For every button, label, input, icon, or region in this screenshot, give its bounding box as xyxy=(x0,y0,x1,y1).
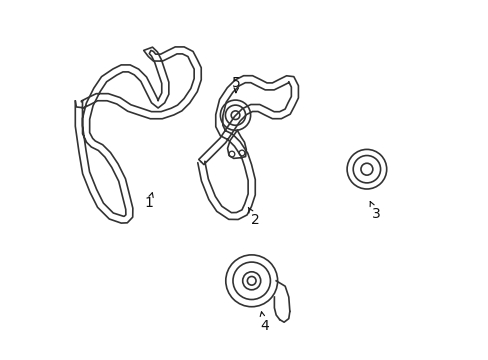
Text: 5: 5 xyxy=(232,76,241,93)
Text: 3: 3 xyxy=(369,202,380,221)
Text: 4: 4 xyxy=(260,312,268,333)
Text: 1: 1 xyxy=(144,193,153,210)
Text: 2: 2 xyxy=(248,207,259,226)
